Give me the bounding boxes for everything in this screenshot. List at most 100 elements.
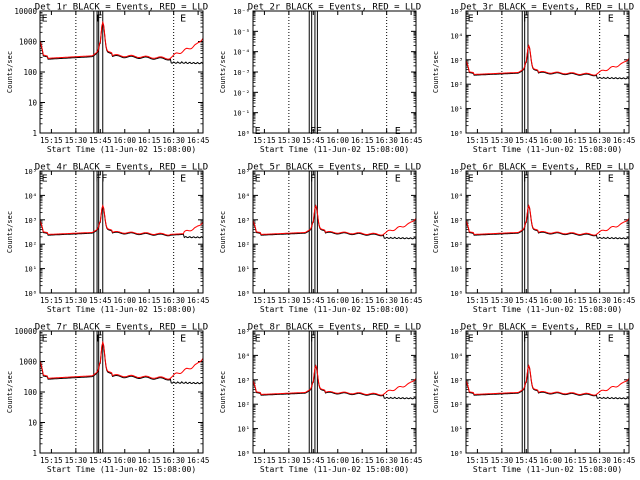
plot-frame	[39, 170, 204, 294]
flag-letter: FF	[95, 174, 107, 185]
x-tick-label: 15:45	[89, 296, 112, 305]
plot-frame	[252, 10, 417, 134]
x-axis-label: Start Time (11-Jun-02 15:08:00)	[473, 145, 622, 154]
series-events	[39, 341, 204, 385]
panel-det-3: Det 3r BLACK = Events, RED = LLD Counts/s…	[432, 3, 635, 155]
flag-letter: F	[523, 14, 529, 25]
flag-letter: E	[468, 174, 474, 185]
series-events	[252, 364, 417, 400]
series-lld	[39, 340, 204, 380]
panel-title: Det 6r BLACK = Events, RED = LLD	[461, 163, 634, 173]
y-tick-label: 1	[32, 449, 37, 458]
y-tick-label: 10⁻²	[233, 89, 250, 97]
flag-letter: E	[395, 174, 401, 185]
x-axis-label: Start Time (11-Jun-02 15:08:00)	[260, 465, 409, 474]
plot-frame	[39, 10, 204, 134]
x-tick-label: 15:45	[515, 296, 538, 305]
flag-letter: F	[316, 126, 322, 137]
panel-det-2: Det 2r BLACK = Events, RED = LLD Counts/s…	[219, 3, 422, 155]
flag-letter: E	[180, 334, 186, 345]
x-tick-label: 15:30	[65, 136, 88, 145]
x-axis-label: Start Time (11-Jun-02 15:08:00)	[47, 305, 196, 314]
flag-letter: E	[608, 14, 614, 25]
x-tick-label: 16:30	[375, 136, 398, 145]
y-tick-label: 10⁰	[450, 290, 463, 298]
x-tick-label: 16:45	[187, 136, 210, 145]
y-axis-label: Counts/sec	[432, 51, 440, 93]
x-tick-label: 16:00	[326, 296, 349, 305]
plot-frame	[465, 330, 630, 454]
x-tick-label: 16:45	[613, 296, 636, 305]
y-tick-label: 10⁵	[450, 8, 463, 16]
series-lld	[465, 44, 630, 76]
flag-letter: E	[255, 334, 261, 345]
y-tick-label: 10²	[237, 401, 250, 409]
y-tick-label: 10⁰	[450, 450, 463, 458]
x-axis-label: Start Time (11-Jun-02 15:08:00)	[47, 145, 196, 154]
x-tick-label: 16:15	[564, 296, 587, 305]
x-tick-label: 16:00	[539, 456, 562, 465]
y-axis-label: Counts/sec	[219, 51, 227, 93]
x-axis-label: Start Time (11-Jun-02 15:08:00)	[260, 305, 409, 314]
plot-frame	[252, 330, 417, 454]
x-tick-label: 15:15	[466, 456, 489, 465]
x-tick-label: 15:30	[65, 296, 88, 305]
x-tick-label: 15:45	[89, 456, 112, 465]
panel-title: Det 7r BLACK = Events, RED = LLD	[35, 323, 208, 333]
flag-letter: E	[42, 14, 48, 25]
x-tick-label: 15:30	[491, 136, 514, 145]
x-tick-label: 15:30	[65, 456, 88, 465]
x-tick-label: 16:45	[187, 296, 210, 305]
flag-letter: E	[468, 334, 474, 345]
x-tick-label: 15:30	[491, 296, 514, 305]
y-tick-label: 10⁻⁶	[233, 8, 250, 16]
y-tick-label: 10⁻¹	[233, 110, 250, 118]
y-tick-label: 10	[28, 99, 38, 108]
x-axis-label: Start Time (11-Jun-02 15:08:00)	[473, 305, 622, 314]
flag-letter: E	[608, 174, 614, 185]
x-tick-label: 15:15	[253, 296, 276, 305]
y-axis-label: Counts/sec	[432, 211, 440, 253]
y-tick-label: 10⁴	[450, 352, 463, 360]
x-tick-label: 15:30	[278, 456, 301, 465]
x-tick-label: 15:45	[89, 136, 112, 145]
y-tick-label: 10⁰	[24, 290, 37, 298]
series-events	[465, 204, 630, 240]
x-tick-label: 16:00	[326, 456, 349, 465]
x-tick-label: 15:15	[40, 456, 63, 465]
x-tick-label: 15:45	[302, 456, 325, 465]
y-tick-label: 10000	[14, 7, 37, 16]
x-tick-label: 15:15	[466, 296, 489, 305]
flag-letter: E	[180, 14, 186, 25]
x-tick-label: 15:45	[515, 136, 538, 145]
series-events	[39, 21, 204, 65]
x-axis-label: Start Time (11-Jun-02 15:08:00)	[260, 145, 409, 154]
x-axis-label: Start Time (11-Jun-02 15:08:00)	[473, 465, 622, 474]
y-tick-label: 10³	[450, 57, 463, 65]
x-tick-label: 16:15	[351, 456, 374, 465]
series-lld	[465, 204, 630, 236]
panel-det-5: Det 5r BLACK = Events, RED = LLD Counts/s…	[219, 163, 422, 315]
flag-letter: E	[395, 334, 401, 345]
series-lld	[252, 204, 417, 236]
x-tick-label: 16:30	[162, 456, 185, 465]
panel-title: Det 3r BLACK = Events, RED = LLD	[461, 3, 634, 13]
flag-letter: F	[310, 334, 316, 345]
series-lld	[39, 20, 204, 60]
y-axis-label: Counts/sec	[6, 211, 14, 253]
flag-letter: F	[523, 334, 529, 345]
y-tick-label: 10²	[24, 241, 37, 249]
flag-letter: E	[42, 174, 48, 185]
x-tick-label: 16:00	[113, 296, 136, 305]
y-tick-label: 10⁴	[450, 192, 463, 200]
x-tick-label: 15:30	[491, 456, 514, 465]
y-tick-label: 10³	[237, 377, 250, 385]
y-axis-label: Counts/sec	[219, 371, 227, 413]
y-tick-label: 10⁵	[24, 168, 37, 176]
y-tick-label: 10¹	[450, 426, 463, 434]
x-tick-label: 16:30	[162, 136, 185, 145]
y-tick-label: 1000	[19, 38, 38, 47]
y-tick-label: 10⁴	[450, 32, 463, 40]
y-tick-label: 10³	[237, 217, 250, 225]
x-tick-label: 16:15	[564, 136, 587, 145]
